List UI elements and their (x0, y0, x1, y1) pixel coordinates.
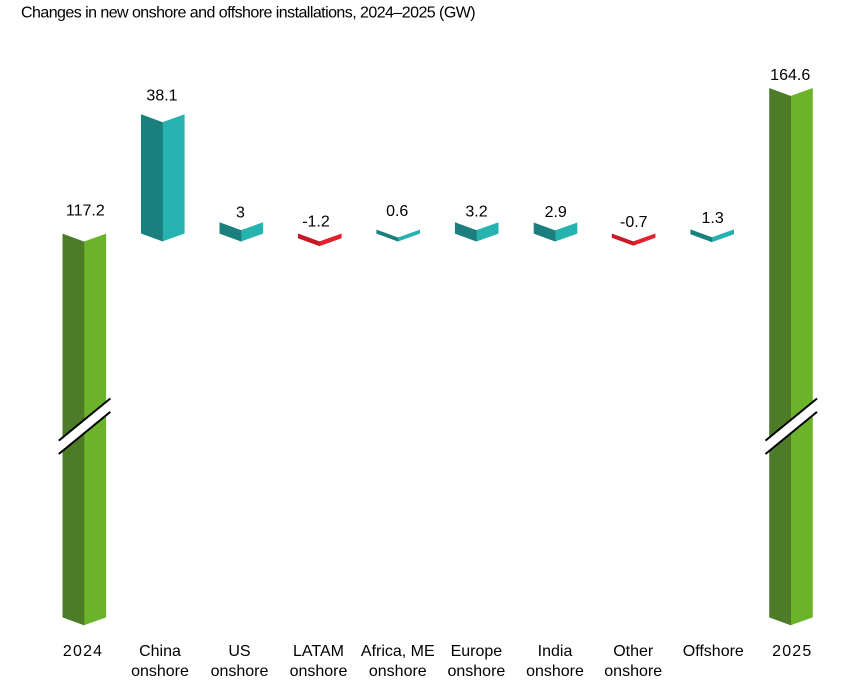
svg-text:164.6: 164.6 (770, 67, 810, 84)
svg-text:2.9: 2.9 (545, 204, 567, 221)
svg-text:LATAM: LATAM (293, 643, 344, 660)
svg-text:China: China (139, 643, 181, 660)
svg-text:3: 3 (236, 205, 245, 222)
svg-text:117.2: 117.2 (66, 202, 105, 219)
svg-text:onshore: onshore (211, 663, 269, 680)
svg-text:onshore: onshore (131, 663, 189, 680)
svg-text:onshore: onshore (447, 663, 505, 680)
svg-text:onshore: onshore (369, 663, 427, 680)
svg-text:onshore: onshore (604, 663, 662, 680)
svg-text:3.2: 3.2 (465, 204, 487, 221)
svg-text:2024: 2024 (63, 643, 103, 660)
svg-text:38.1: 38.1 (146, 88, 177, 105)
svg-text:onshore: onshore (526, 663, 584, 680)
svg-text:Other: Other (613, 643, 654, 660)
svg-text:2025: 2025 (772, 643, 812, 660)
svg-text:India: India (538, 643, 573, 660)
svg-text:Europe: Europe (451, 643, 503, 660)
svg-text:-0.7: -0.7 (620, 214, 648, 231)
svg-text:1.3: 1.3 (701, 210, 723, 227)
svg-text:Africa, ME: Africa, ME (361, 643, 435, 660)
svg-text:US: US (228, 643, 250, 660)
svg-text:-1.2: -1.2 (302, 213, 330, 230)
svg-text:0.6: 0.6 (386, 203, 408, 220)
svg-text:Offshore: Offshore (683, 643, 744, 660)
svg-text:onshore: onshore (290, 663, 348, 680)
svg-text:Changes in new onshore and off: Changes in new onshore and offshore inst… (21, 4, 475, 21)
